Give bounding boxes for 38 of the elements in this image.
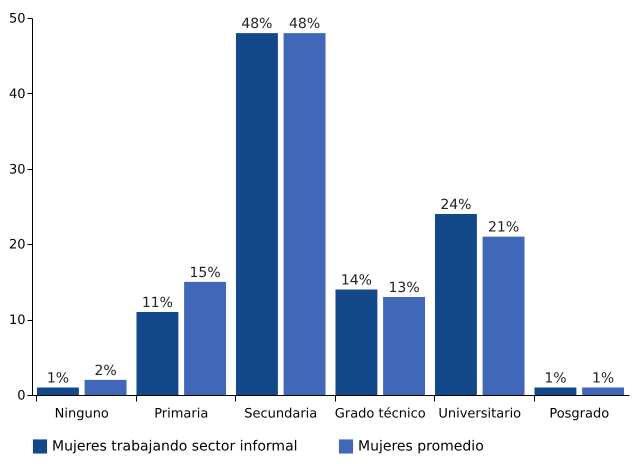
data-label: 24% xyxy=(440,197,472,214)
x-tick-label: Posgrado xyxy=(549,406,610,422)
legend-label: Mujeres promedio xyxy=(358,438,484,454)
data-label: 48% xyxy=(289,16,320,32)
x-tick-label: Secundaria xyxy=(244,406,318,422)
x-tick-label: Universitario xyxy=(438,406,522,422)
data-label: 15% xyxy=(190,264,221,281)
data-label: 11% xyxy=(142,295,173,312)
y-tick-label: 20 xyxy=(8,238,26,253)
data-label: 1% xyxy=(544,370,567,386)
bar xyxy=(383,296,426,395)
bar xyxy=(284,33,326,395)
y-tick-label: 0 xyxy=(17,388,26,404)
bar xyxy=(534,387,576,395)
y-tick-label: 10 xyxy=(8,313,26,328)
bar xyxy=(582,387,624,395)
x-tick-label: Primaria xyxy=(154,406,208,422)
bar xyxy=(36,387,79,395)
data-label: 48% xyxy=(241,16,272,32)
x-tick-label: Ninguno xyxy=(54,406,109,422)
bar xyxy=(236,33,278,395)
data-label: 1% xyxy=(592,370,614,386)
bar xyxy=(482,236,525,395)
x-tick-label: Grado técnico xyxy=(334,406,426,422)
data-label: 2% xyxy=(94,362,117,379)
data-label: 13% xyxy=(388,280,420,296)
y-tick-label: 30 xyxy=(8,162,26,178)
y-tick-label: 40 xyxy=(8,86,26,102)
y-tick-label: 50 xyxy=(8,12,26,26)
bar xyxy=(335,289,378,395)
bar xyxy=(434,214,477,395)
data-label: 1% xyxy=(46,370,70,386)
data-label: 21% xyxy=(488,220,520,236)
legend-label: Mujeres trabajando sector informal xyxy=(52,438,298,454)
data-label: 14% xyxy=(340,272,372,288)
bar xyxy=(84,380,127,395)
bar xyxy=(136,312,178,395)
bar xyxy=(184,282,226,395)
